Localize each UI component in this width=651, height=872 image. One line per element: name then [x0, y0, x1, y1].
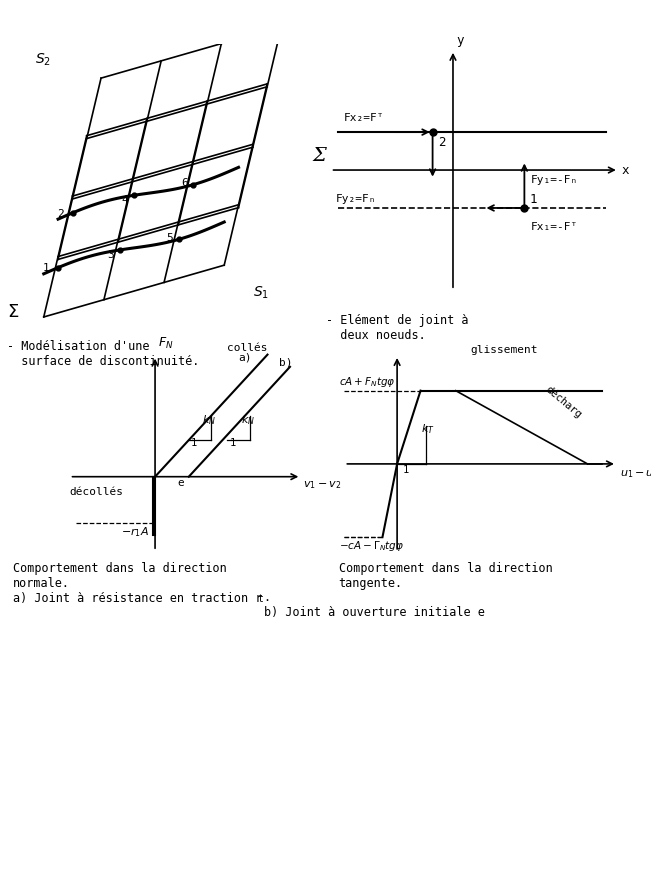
Text: 1: 1 — [529, 194, 537, 207]
Text: t: t — [257, 594, 263, 603]
Text: .
b) Joint à ouverture initiale e: . b) Joint à ouverture initiale e — [264, 591, 484, 619]
Text: 5: 5 — [167, 233, 173, 242]
Text: $-r_1 A$: $-r_1 A$ — [121, 525, 149, 539]
Text: - Modélisation d'une
  surface de discontinuité.: - Modélisation d'une surface de disconti… — [7, 340, 199, 368]
Text: x: x — [621, 164, 629, 176]
Text: 2: 2 — [437, 136, 445, 149]
Text: glissement: glissement — [470, 345, 538, 355]
Text: 2: 2 — [57, 208, 64, 219]
Text: 1: 1 — [191, 439, 197, 448]
Text: Σ: Σ — [312, 146, 327, 165]
Text: $-cA - \Gamma_Ntg\varphi$: $-cA - \Gamma_Ntg\varphi$ — [339, 539, 404, 553]
Text: Fy₁=-Fₙ: Fy₁=-Fₙ — [531, 174, 578, 185]
Text: 3: 3 — [107, 250, 114, 260]
Text: $F_N$: $F_N$ — [158, 336, 174, 351]
Text: b): b) — [279, 357, 292, 367]
Text: décollés: décollés — [70, 487, 124, 497]
Text: $cA+F_Ntg\varphi$: $cA+F_Ntg\varphi$ — [339, 375, 395, 389]
Text: 1: 1 — [403, 466, 409, 475]
Text: $u_1 - u_2$: $u_1 - u_2$ — [620, 468, 651, 480]
Text: Fx₁=-Fᵀ: Fx₁=-Fᵀ — [531, 222, 578, 232]
Text: Comportement dans la direction
tangente.: Comportement dans la direction tangente. — [339, 562, 552, 590]
Text: 4: 4 — [121, 195, 128, 205]
Text: - Elément de joint à
  deux noeuds.: - Elément de joint à deux noeuds. — [326, 314, 468, 342]
Text: $S_2$: $S_2$ — [35, 51, 51, 68]
Text: 1: 1 — [43, 263, 49, 273]
Text: collés: collés — [227, 343, 268, 353]
Text: 1: 1 — [229, 439, 236, 448]
Text: décharg: décharg — [544, 384, 584, 419]
Text: Comportement dans la direction
normale.
a) Joint à résistance en traction r: Comportement dans la direction normale. … — [13, 562, 262, 605]
Text: e: e — [178, 478, 184, 488]
Text: $k_N$: $k_N$ — [202, 413, 216, 427]
Text: Fx₂=Fᵀ: Fx₂=Fᵀ — [343, 113, 384, 123]
Text: y: y — [457, 34, 464, 46]
Text: $v_1 - v_2$: $v_1 - v_2$ — [303, 479, 342, 491]
Text: $k_T$: $k_T$ — [421, 423, 434, 436]
Text: Fy₂=Fₙ: Fy₂=Fₙ — [336, 194, 376, 204]
Text: $S_1$: $S_1$ — [253, 285, 269, 301]
Text: 6: 6 — [181, 178, 187, 188]
Text: $\Sigma$: $\Sigma$ — [7, 303, 19, 321]
Text: a): a) — [238, 352, 252, 363]
Text: $k_N$: $k_N$ — [240, 413, 255, 427]
